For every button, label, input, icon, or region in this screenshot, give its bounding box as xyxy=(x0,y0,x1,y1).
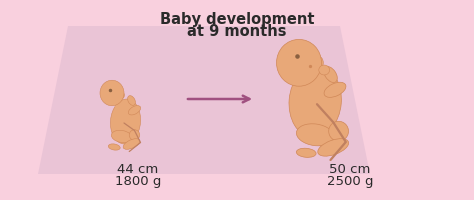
Text: 2500 g: 2500 g xyxy=(327,174,373,187)
Text: 44 cm: 44 cm xyxy=(118,162,159,175)
Ellipse shape xyxy=(328,122,348,141)
Ellipse shape xyxy=(119,92,124,99)
Text: 50 cm: 50 cm xyxy=(329,162,371,175)
Ellipse shape xyxy=(115,103,124,111)
Ellipse shape xyxy=(110,100,141,144)
Ellipse shape xyxy=(123,139,140,150)
Ellipse shape xyxy=(296,148,316,158)
Ellipse shape xyxy=(128,96,136,106)
Ellipse shape xyxy=(289,66,341,138)
Ellipse shape xyxy=(324,83,346,98)
Ellipse shape xyxy=(314,57,323,70)
Ellipse shape xyxy=(100,81,124,106)
Ellipse shape xyxy=(318,139,348,156)
Ellipse shape xyxy=(319,66,329,76)
Ellipse shape xyxy=(296,124,334,146)
Polygon shape xyxy=(38,27,370,174)
Text: Baby development: Baby development xyxy=(160,12,314,27)
Text: 1800 g: 1800 g xyxy=(115,174,161,187)
Ellipse shape xyxy=(276,40,321,87)
Ellipse shape xyxy=(129,130,140,141)
Ellipse shape xyxy=(111,131,132,143)
Ellipse shape xyxy=(324,67,337,83)
Ellipse shape xyxy=(128,106,141,115)
Ellipse shape xyxy=(304,79,320,91)
Text: at 9 months: at 9 months xyxy=(187,24,287,39)
Ellipse shape xyxy=(316,136,332,149)
Ellipse shape xyxy=(109,144,120,150)
